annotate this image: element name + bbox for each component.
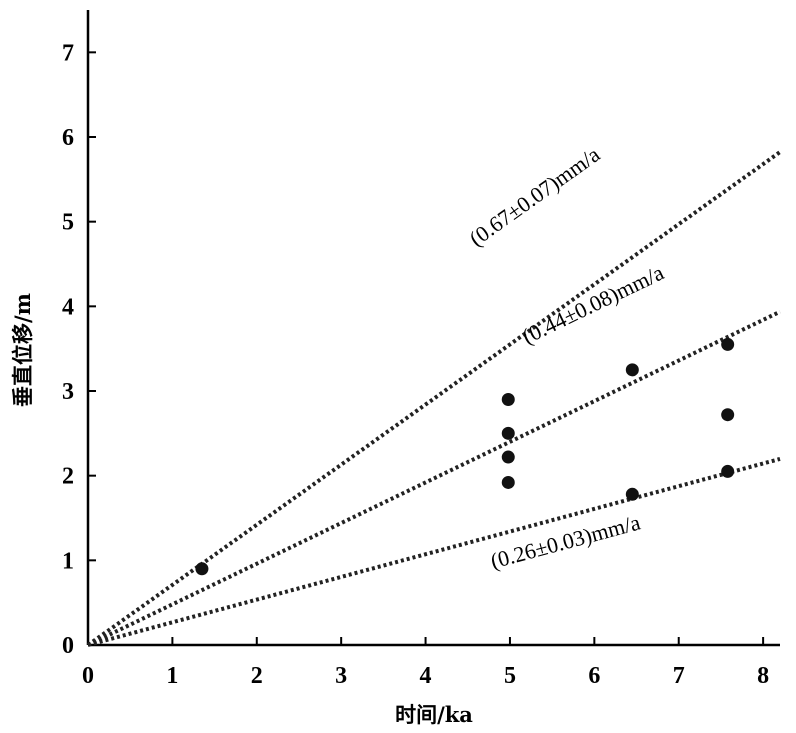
data-point [721,464,735,478]
fit-line [86,150,782,647]
data-point [625,487,639,501]
y-tick-label: 6 [62,125,74,151]
x-tick-label: 5 [504,663,516,689]
data-point [501,426,515,440]
x-tick-label: 1 [166,663,178,689]
fit-line-label: (0.44±0.08)mm/a [518,260,668,349]
x-tick-label: 8 [757,663,769,689]
fit-line-label: (0.67±0.07)mm/a [465,141,605,251]
fit-line-label: (0.26±0.03)mm/a [488,509,643,573]
axes [86,10,780,647]
data-point [625,363,639,377]
data-point [501,392,515,406]
fit-line [87,309,781,647]
y-tick-label: 7 [62,40,74,66]
data-point [501,475,515,489]
fit-labels: (0.67±0.07)mm/a (0.44±0.08)mm/a (0.26±0.03… [465,141,668,573]
x-tick-label: 3 [335,663,347,689]
y-tick-label: 1 [62,548,74,574]
y-tick-label: 4 [62,294,74,320]
y-ticks: 0 1 2 3 4 5 6 7 [62,40,96,659]
y-tick-label: 3 [62,379,74,405]
y-tick-label: 2 [62,464,74,490]
data-points [195,337,735,576]
x-axis-label: 时间/ka [395,702,473,727]
x-tick-label: 4 [420,663,432,689]
y-tick-label: 0 [62,633,74,659]
x-tick-label: 7 [673,663,685,689]
data-point [721,408,735,422]
x-tick-label: 6 [588,663,600,689]
data-point [195,562,209,576]
x-tick-label: 0 [82,663,94,689]
fit-line [87,457,781,647]
data-point [501,450,515,464]
data-point [721,337,735,351]
y-tick-label: 5 [62,210,74,236]
x-tick-label: 2 [251,663,263,689]
y-axis-label: 垂直位移/m [10,293,35,407]
x-ticks: 0 1 2 3 4 5 6 7 8 [82,637,769,689]
fit-lines [86,150,782,647]
